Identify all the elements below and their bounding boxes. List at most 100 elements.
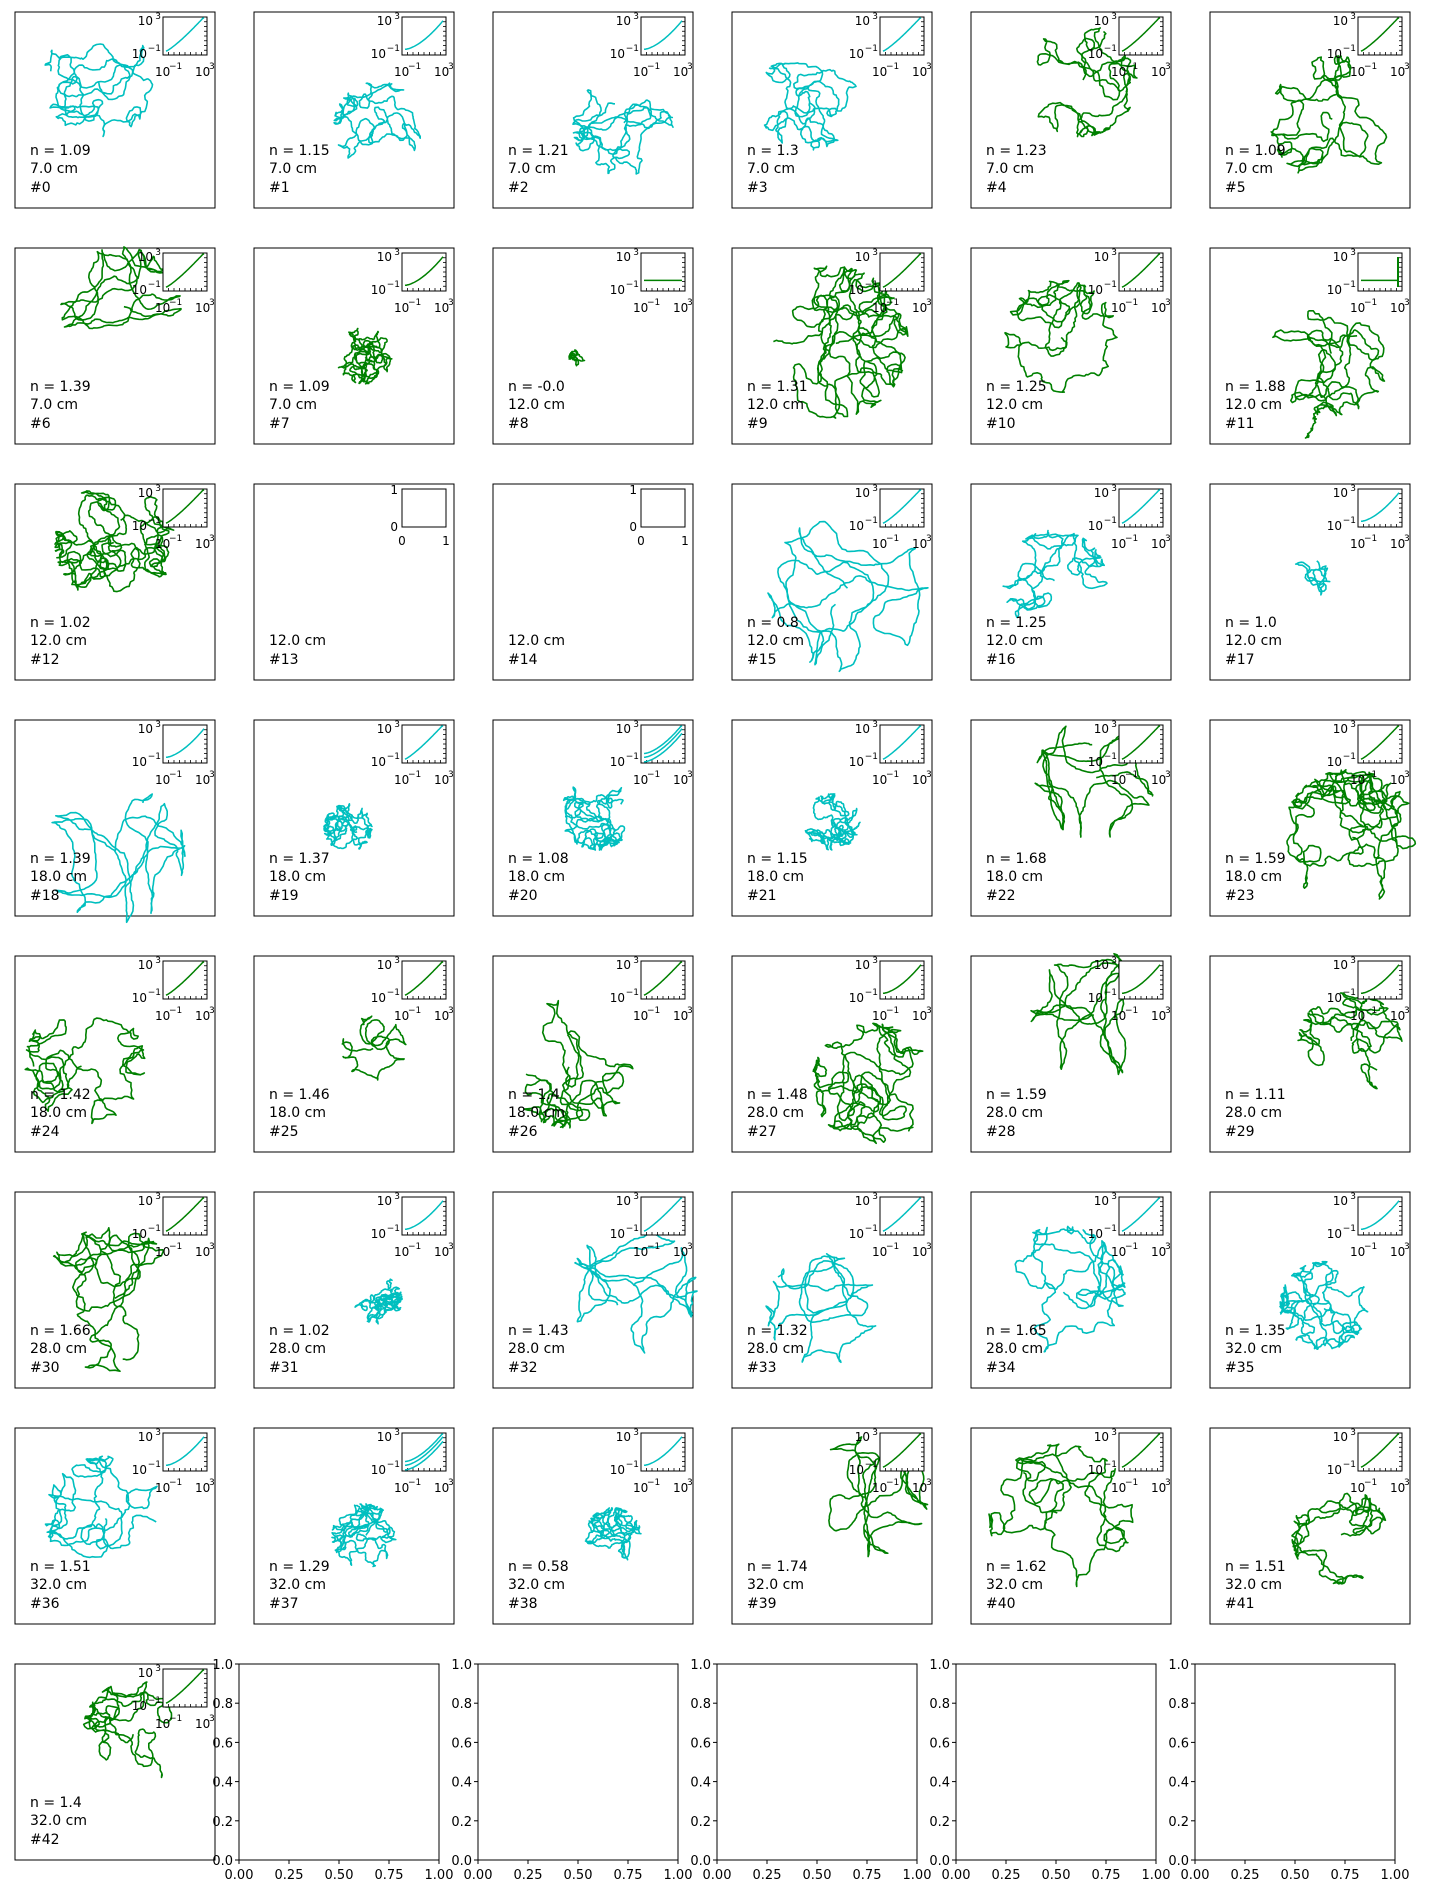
inset-msd-curve bbox=[643, 732, 683, 763]
xtick-label: 0.25 bbox=[753, 1868, 782, 1883]
empty-axes-frame bbox=[716, 1663, 918, 1861]
panel-id-label: #40 bbox=[986, 1596, 1016, 1612]
inset-ytick-label: 10 bbox=[1333, 486, 1348, 500]
inset-xtick-label: 10 bbox=[872, 773, 887, 787]
inset-ytick-exp: −1 bbox=[626, 752, 639, 762]
inset-ytick-label: 10 bbox=[616, 958, 631, 972]
inset-xtick-exp: 3 bbox=[687, 770, 693, 780]
inset-msd-curve bbox=[165, 961, 205, 996]
inset-xtick-exp: −1 bbox=[647, 770, 660, 780]
msd-inset: 10 310 −110−1 103 bbox=[849, 1428, 932, 1495]
inset-xtick-exp: 3 bbox=[1165, 298, 1171, 308]
inset-ytick-exp: −1 bbox=[148, 44, 161, 54]
inset-ytick-exp: 3 bbox=[1111, 1428, 1117, 1438]
panel-distance-label: 12.0 cm bbox=[1225, 397, 1282, 413]
inset-ytick-exp: −1 bbox=[387, 1224, 400, 1234]
ytick-label: 1.0 bbox=[451, 1658, 472, 1673]
inset-xtick-exp: 3 bbox=[448, 1242, 454, 1252]
inset-ytick-label: 10 bbox=[1333, 1430, 1348, 1444]
inset-ytick-label: 10 bbox=[616, 250, 631, 264]
inset-xtick-exp: −1 bbox=[1364, 1478, 1377, 1488]
trajectory-path bbox=[24, 1017, 146, 1125]
inset-ytick-label: 10 bbox=[1088, 991, 1103, 1005]
inset-ytick-exp: −1 bbox=[1104, 1224, 1117, 1234]
inset-xtick-label: 10 bbox=[155, 537, 170, 551]
inset-xtick-label: 1 bbox=[681, 534, 689, 548]
msd-inset: 10 310 −110−1 103 bbox=[849, 1192, 932, 1259]
inset-xtick-label: 10 bbox=[1350, 65, 1365, 79]
ytick-label: 0.2 bbox=[929, 1815, 950, 1830]
trajectory-path bbox=[1004, 279, 1118, 393]
panel-id-label: #41 bbox=[1225, 1596, 1255, 1612]
inset-xtick-exp: 3 bbox=[1165, 770, 1171, 780]
trajectory-path bbox=[1294, 560, 1331, 596]
inset-ytick-exp: 3 bbox=[633, 1192, 639, 1202]
inset-xtick-label: 10 bbox=[1151, 537, 1166, 551]
inset-xtick-exp: −1 bbox=[1364, 534, 1377, 544]
ytick-label: 0.8 bbox=[1168, 1697, 1189, 1712]
panel-exponent-label: n = 1.51 bbox=[1225, 1559, 1286, 1575]
inset-ytick-label: 10 bbox=[849, 1227, 864, 1241]
inset-xtick-exp: 3 bbox=[687, 1478, 693, 1488]
inset-ytick-exp: −1 bbox=[1104, 1460, 1117, 1470]
inset-xtick-exp: −1 bbox=[1125, 62, 1138, 72]
inset-ytick-exp: −1 bbox=[387, 1460, 400, 1470]
panel-distance-label: 18.0 cm bbox=[269, 1105, 326, 1121]
panel-distance-label: 28.0 cm bbox=[30, 1341, 87, 1357]
inset-xtick-label: 10 bbox=[673, 1009, 688, 1023]
panel-exponent-label: n = 1.43 bbox=[508, 1323, 569, 1339]
msd-inset: 10 310 −110−1 103 bbox=[132, 12, 215, 79]
panel-exponent-label: n = 1.32 bbox=[747, 1323, 808, 1339]
inset-ytick-exp: −1 bbox=[865, 1460, 878, 1470]
panel-id-label: #19 bbox=[269, 888, 299, 904]
inset-ytick-exp: 3 bbox=[394, 720, 400, 730]
panel-distance-label: 28.0 cm bbox=[747, 1341, 804, 1357]
trajectory-path bbox=[574, 1225, 698, 1354]
inset-xtick-label: 10 bbox=[195, 301, 210, 315]
inset-ytick-label: 10 bbox=[377, 722, 392, 736]
inset-xtick-exp: 3 bbox=[687, 1006, 693, 1016]
inset-ytick-label: 10 bbox=[138, 1666, 153, 1680]
ytick-label: 0.2 bbox=[451, 1815, 472, 1830]
inset-msd-curve bbox=[643, 728, 683, 759]
panel-exponent-label: n = 1.25 bbox=[986, 615, 1047, 631]
inset-ytick-label: 10 bbox=[1088, 47, 1103, 61]
empty-axes-frame bbox=[477, 1663, 679, 1861]
msd-inset: 10 310 −110−1 103 bbox=[1088, 12, 1171, 79]
panel-exponent-label: n = 1.46 bbox=[269, 1087, 330, 1103]
inset-xtick-label: 10 bbox=[195, 537, 210, 551]
inset-xtick-exp: 3 bbox=[926, 1006, 932, 1016]
inset-xtick-label: 10 bbox=[633, 65, 648, 79]
trajectory-path bbox=[54, 490, 175, 593]
inset-ytick-exp: −1 bbox=[865, 516, 878, 526]
xtick-label: 0.75 bbox=[375, 1868, 404, 1883]
ytick-label: 0.0 bbox=[451, 1854, 472, 1869]
panel-id-label: #5 bbox=[1225, 180, 1246, 196]
trajectory-path bbox=[51, 793, 186, 924]
inset-xtick-exp: −1 bbox=[1125, 1006, 1138, 1016]
inset-ytick-exp: −1 bbox=[865, 1224, 878, 1234]
msd-inset: 10 310 −110−1 103 bbox=[132, 956, 215, 1023]
inset-xtick-label: 10 bbox=[872, 1481, 887, 1495]
inset-xtick-exp: 3 bbox=[926, 1478, 932, 1488]
inset-xtick-label: 10 bbox=[434, 301, 449, 315]
msd-inset: 10 310 −110−1 103 bbox=[849, 248, 932, 315]
panel-distance-label: 32.0 cm bbox=[30, 1813, 87, 1829]
inset-xtick-label: 10 bbox=[1151, 1009, 1166, 1023]
panel-distance-label: 18.0 cm bbox=[508, 1105, 565, 1121]
inset-xtick-exp: 3 bbox=[1165, 1006, 1171, 1016]
panel-id-label: #31 bbox=[269, 1360, 299, 1376]
inset-ytick-exp: −1 bbox=[626, 280, 639, 290]
inset-xtick-label: 10 bbox=[434, 1481, 449, 1495]
inset-ytick-exp: 3 bbox=[1111, 484, 1117, 494]
inset-xtick-exp: −1 bbox=[169, 1242, 182, 1252]
inset-xtick-exp: 3 bbox=[1165, 62, 1171, 72]
panel-id-label: #16 bbox=[986, 652, 1016, 668]
inset-xtick-label: 10 bbox=[1111, 1245, 1126, 1259]
trajectory-path bbox=[1036, 27, 1138, 138]
